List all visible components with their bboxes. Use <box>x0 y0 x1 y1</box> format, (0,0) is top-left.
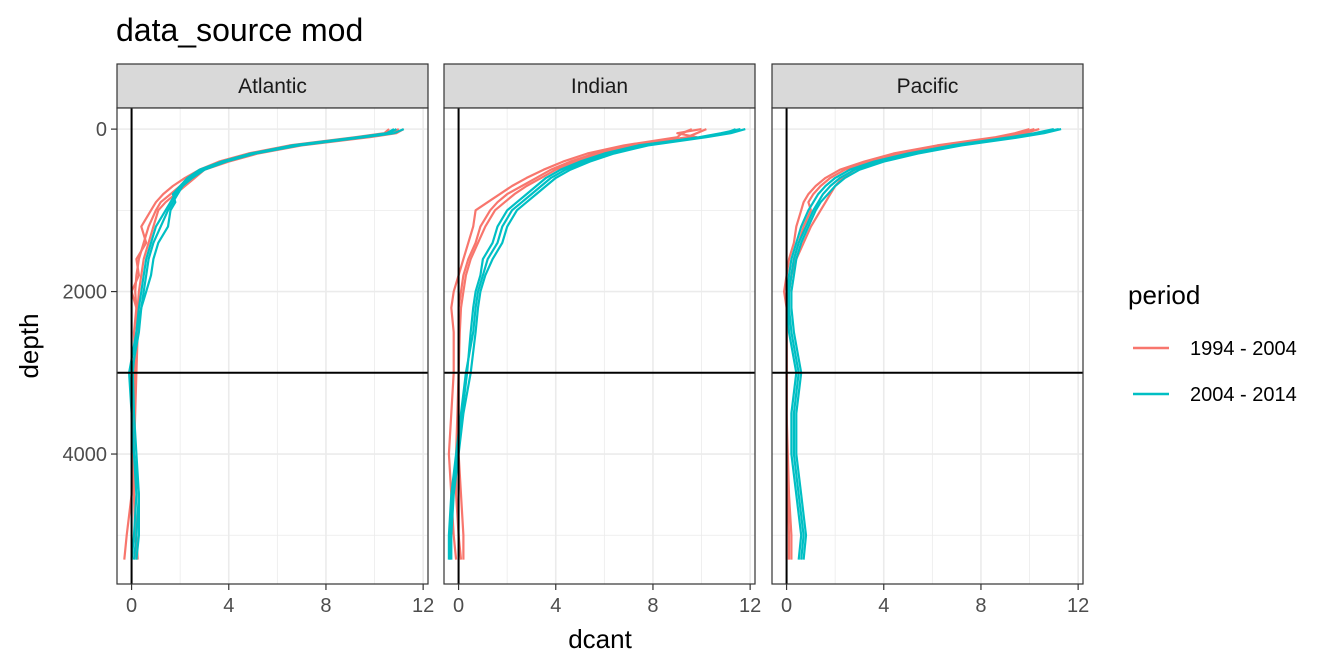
strip-label-atlantic: Atlantic <box>238 75 307 98</box>
y-axis-title: depth <box>14 313 44 378</box>
x-tick-label: 12 <box>739 595 761 617</box>
panel-border-pacific <box>771 107 1084 585</box>
panel-atlantic: Atlantic <box>116 63 429 585</box>
series-line-2004-2014 <box>450 128 746 560</box>
legend-label: 2004 - 2014 <box>1190 384 1297 406</box>
legend-entries: 1994 - 2004 2004 - 2014 <box>1133 338 1297 406</box>
x-tick-label: 4 <box>223 595 234 617</box>
y-tick-label: 4000 <box>63 444 108 466</box>
panel-border-atlantic <box>116 107 429 585</box>
x-tick-label: 8 <box>320 595 331 617</box>
series-line-2004-2014 <box>786 128 1055 560</box>
x-tick-label: 4 <box>550 595 561 617</box>
plot-area-atlantic <box>117 108 428 584</box>
strip-pacific <box>771 63 1084 109</box>
series-line-2004-2014 <box>131 128 397 560</box>
legend-title: period <box>1128 280 1200 310</box>
panel-border-indian <box>443 107 756 585</box>
x-tick-label: 12 <box>1067 595 1089 617</box>
chart-title: data_source mod <box>116 12 363 48</box>
x-tick-label: 8 <box>975 595 986 617</box>
strip-label-pacific: Pacific <box>897 75 959 98</box>
legend: period 1994 - 2004 2004 - 2014 <box>1128 280 1297 406</box>
x-tick-label: 8 <box>647 595 658 617</box>
y-axis: 0 2000 4000 <box>63 119 117 466</box>
y-tick-label: 0 <box>96 119 107 141</box>
panel-pacific: Pacific <box>771 63 1084 585</box>
series-line-2004-2014 <box>449 128 737 560</box>
x-axis-title: dcant <box>568 624 632 654</box>
legend-item: 2004 - 2014 <box>1133 384 1297 406</box>
panels-layer: Atlantic Indian Pacific <box>116 63 1084 585</box>
series-line-2004-2014 <box>447 128 741 560</box>
series-line-2004-2014 <box>790 128 1062 560</box>
plot-area-indian <box>444 108 755 584</box>
y-tick-label: 2000 <box>63 282 108 304</box>
series-line-1994-2004 <box>447 128 693 560</box>
x-tick-label: 0 <box>781 595 792 617</box>
strip-label-indian: Indian <box>571 75 628 98</box>
strip-indian <box>443 63 756 109</box>
x-tick-label: 0 <box>126 595 137 617</box>
series-line-1994-2004 <box>455 128 702 560</box>
panel-indian: Indian <box>443 63 756 585</box>
legend-item: 1994 - 2004 <box>1133 338 1297 360</box>
x-tick-label: 12 <box>412 595 434 617</box>
plot-area-pacific <box>772 108 1083 584</box>
strip-atlantic <box>116 63 429 109</box>
x-tick-label: 4 <box>878 595 889 617</box>
legend-label: 1994 - 2004 <box>1190 338 1297 360</box>
x-tick-label: 0 <box>453 595 464 617</box>
x-axis: 0 4 8 12 0 4 8 12 0 4 8 12 <box>126 584 1089 617</box>
